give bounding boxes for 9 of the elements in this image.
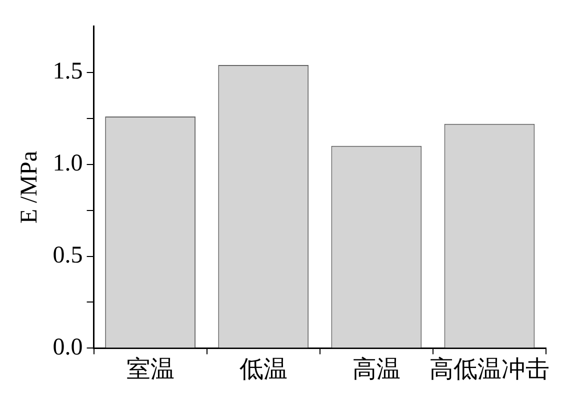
x-tick-label: 高温 (352, 356, 400, 383)
y-axis-title: E /MPa (16, 150, 43, 224)
x-tick-label: 高低温冲击 (429, 356, 550, 383)
x-tick-label: 低温 (239, 356, 288, 383)
y-tick-label: 0.5 (52, 242, 83, 269)
y-tick-label: 1.5 (52, 58, 83, 85)
y-tick-label: 1.0 (52, 150, 83, 177)
y-tick-label: 0.0 (52, 334, 83, 360)
x-tick-label: 室温 (126, 356, 174, 383)
